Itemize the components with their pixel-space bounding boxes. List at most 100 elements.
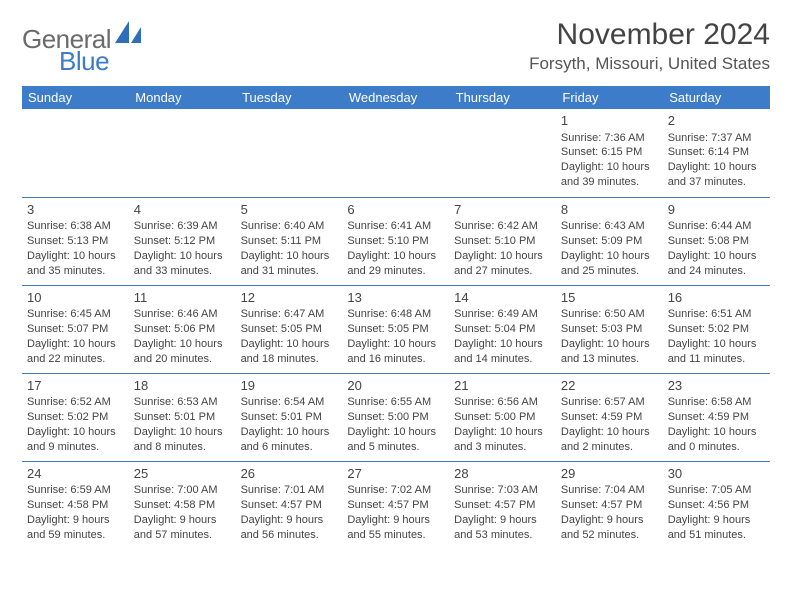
sunrise-text: Sunrise: 6:56 AM <box>454 395 551 410</box>
daylight-text: Daylight: 10 hours and 3 minutes. <box>454 425 551 455</box>
sunrise-text: Sunrise: 7:02 AM <box>347 483 444 498</box>
calendar-day-cell: 1Sunrise: 7:36 AMSunset: 6:15 PMDaylight… <box>556 109 663 197</box>
daylight-text: Daylight: 10 hours and 24 minutes. <box>668 249 765 279</box>
day-number: 1 <box>561 112 658 130</box>
sunrise-text: Sunrise: 6:52 AM <box>27 395 124 410</box>
day-number: 13 <box>347 289 444 307</box>
day-number: 17 <box>27 377 124 395</box>
calendar-day-cell: 5Sunrise: 6:40 AMSunset: 5:11 PMDaylight… <box>236 197 343 285</box>
daylight-text: Daylight: 10 hours and 2 minutes. <box>561 425 658 455</box>
daylight-text: Daylight: 10 hours and 20 minutes. <box>134 337 231 367</box>
weekday-header: Tuesday <box>236 86 343 109</box>
day-number: 30 <box>668 465 765 483</box>
sunrise-text: Sunrise: 6:46 AM <box>134 307 231 322</box>
sunset-text: Sunset: 4:57 PM <box>454 498 551 513</box>
calendar-day-cell: 18Sunrise: 6:53 AMSunset: 5:01 PMDayligh… <box>129 373 236 461</box>
day-number: 25 <box>134 465 231 483</box>
calendar-day-cell: 21Sunrise: 6:56 AMSunset: 5:00 PMDayligh… <box>449 373 556 461</box>
sunrise-text: Sunrise: 6:39 AM <box>134 219 231 234</box>
sunrise-text: Sunrise: 6:51 AM <box>668 307 765 322</box>
day-number: 18 <box>134 377 231 395</box>
sunrise-text: Sunrise: 7:36 AM <box>561 131 658 146</box>
weekday-header-row: Sunday Monday Tuesday Wednesday Thursday… <box>22 86 770 109</box>
daylight-text: Daylight: 10 hours and 18 minutes. <box>241 337 338 367</box>
daylight-text: Daylight: 10 hours and 14 minutes. <box>454 337 551 367</box>
daylight-text: Daylight: 10 hours and 0 minutes. <box>668 425 765 455</box>
sunset-text: Sunset: 4:58 PM <box>134 498 231 513</box>
sunrise-text: Sunrise: 7:00 AM <box>134 483 231 498</box>
day-number: 26 <box>241 465 338 483</box>
calendar-day-cell: 19Sunrise: 6:54 AMSunset: 5:01 PMDayligh… <box>236 373 343 461</box>
calendar-day-cell: 25Sunrise: 7:00 AMSunset: 4:58 PMDayligh… <box>129 461 236 549</box>
day-number: 15 <box>561 289 658 307</box>
calendar-day-cell: 14Sunrise: 6:49 AMSunset: 5:04 PMDayligh… <box>449 285 556 373</box>
sunset-text: Sunset: 5:13 PM <box>27 234 124 249</box>
sunset-text: Sunset: 5:06 PM <box>134 322 231 337</box>
daylight-text: Daylight: 9 hours and 52 minutes. <box>561 513 658 543</box>
calendar-page: General Blue November 2024 Forsyth, Miss… <box>0 0 792 549</box>
daylight-text: Daylight: 10 hours and 27 minutes. <box>454 249 551 279</box>
daylight-text: Daylight: 10 hours and 22 minutes. <box>27 337 124 367</box>
sunset-text: Sunset: 5:12 PM <box>134 234 231 249</box>
sunset-text: Sunset: 5:07 PM <box>27 322 124 337</box>
sunset-text: Sunset: 4:59 PM <box>668 410 765 425</box>
calendar-day-cell <box>129 109 236 197</box>
day-number: 27 <box>347 465 444 483</box>
calendar-day-cell: 15Sunrise: 6:50 AMSunset: 5:03 PMDayligh… <box>556 285 663 373</box>
logo-word-blue: Blue <box>59 46 109 77</box>
sunrise-text: Sunrise: 7:01 AM <box>241 483 338 498</box>
calendar-day-cell: 12Sunrise: 6:47 AMSunset: 5:05 PMDayligh… <box>236 285 343 373</box>
daylight-text: Daylight: 9 hours and 55 minutes. <box>347 513 444 543</box>
daylight-text: Daylight: 9 hours and 56 minutes. <box>241 513 338 543</box>
calendar-day-cell: 29Sunrise: 7:04 AMSunset: 4:57 PMDayligh… <box>556 461 663 549</box>
calendar-week-row: 10Sunrise: 6:45 AMSunset: 5:07 PMDayligh… <box>22 285 770 373</box>
day-number: 23 <box>668 377 765 395</box>
sunset-text: Sunset: 4:59 PM <box>561 410 658 425</box>
sunset-text: Sunset: 5:08 PM <box>668 234 765 249</box>
logo-sail-icon <box>115 21 141 48</box>
calendar-day-cell: 2Sunrise: 7:37 AMSunset: 6:14 PMDaylight… <box>663 109 770 197</box>
calendar-day-cell: 7Sunrise: 6:42 AMSunset: 5:10 PMDaylight… <box>449 197 556 285</box>
sunset-text: Sunset: 5:05 PM <box>347 322 444 337</box>
day-number: 4 <box>134 201 231 219</box>
sunrise-text: Sunrise: 7:04 AM <box>561 483 658 498</box>
sunset-text: Sunset: 6:15 PM <box>561 145 658 160</box>
calendar-day-cell: 20Sunrise: 6:55 AMSunset: 5:00 PMDayligh… <box>342 373 449 461</box>
sunrise-text: Sunrise: 7:05 AM <box>668 483 765 498</box>
sunset-text: Sunset: 4:57 PM <box>241 498 338 513</box>
sunset-text: Sunset: 5:01 PM <box>241 410 338 425</box>
sunrise-text: Sunrise: 6:47 AM <box>241 307 338 322</box>
sunset-text: Sunset: 5:00 PM <box>347 410 444 425</box>
daylight-text: Daylight: 9 hours and 53 minutes. <box>454 513 551 543</box>
day-number: 8 <box>561 201 658 219</box>
calendar-week-row: 3Sunrise: 6:38 AMSunset: 5:13 PMDaylight… <box>22 197 770 285</box>
sunrise-text: Sunrise: 6:54 AM <box>241 395 338 410</box>
calendar-day-cell: 11Sunrise: 6:46 AMSunset: 5:06 PMDayligh… <box>129 285 236 373</box>
day-number: 20 <box>347 377 444 395</box>
sunset-text: Sunset: 5:10 PM <box>347 234 444 249</box>
weekday-header: Sunday <box>22 86 129 109</box>
day-number: 16 <box>668 289 765 307</box>
calendar-day-cell: 17Sunrise: 6:52 AMSunset: 5:02 PMDayligh… <box>22 373 129 461</box>
sunrise-text: Sunrise: 6:45 AM <box>27 307 124 322</box>
sunset-text: Sunset: 5:00 PM <box>454 410 551 425</box>
day-number: 10 <box>27 289 124 307</box>
sunset-text: Sunset: 5:09 PM <box>561 234 658 249</box>
sunrise-text: Sunrise: 6:59 AM <box>27 483 124 498</box>
weekday-header: Wednesday <box>342 86 449 109</box>
calendar-day-cell: 28Sunrise: 7:03 AMSunset: 4:57 PMDayligh… <box>449 461 556 549</box>
daylight-text: Daylight: 10 hours and 39 minutes. <box>561 160 658 190</box>
sunrise-text: Sunrise: 6:40 AM <box>241 219 338 234</box>
calendar-week-row: 17Sunrise: 6:52 AMSunset: 5:02 PMDayligh… <box>22 373 770 461</box>
page-title: November 2024 <box>529 18 770 52</box>
day-number: 12 <box>241 289 338 307</box>
calendar-day-cell <box>449 109 556 197</box>
calendar-day-cell: 23Sunrise: 6:58 AMSunset: 4:59 PMDayligh… <box>663 373 770 461</box>
day-number: 21 <box>454 377 551 395</box>
calendar-week-row: 1Sunrise: 7:36 AMSunset: 6:15 PMDaylight… <box>22 109 770 197</box>
calendar-day-cell: 9Sunrise: 6:44 AMSunset: 5:08 PMDaylight… <box>663 197 770 285</box>
calendar-body: 1Sunrise: 7:36 AMSunset: 6:15 PMDaylight… <box>22 109 770 549</box>
brand-logo: General Blue <box>22 24 141 55</box>
location-subtitle: Forsyth, Missouri, United States <box>529 54 770 74</box>
calendar-table: Sunday Monday Tuesday Wednesday Thursday… <box>22 86 770 549</box>
